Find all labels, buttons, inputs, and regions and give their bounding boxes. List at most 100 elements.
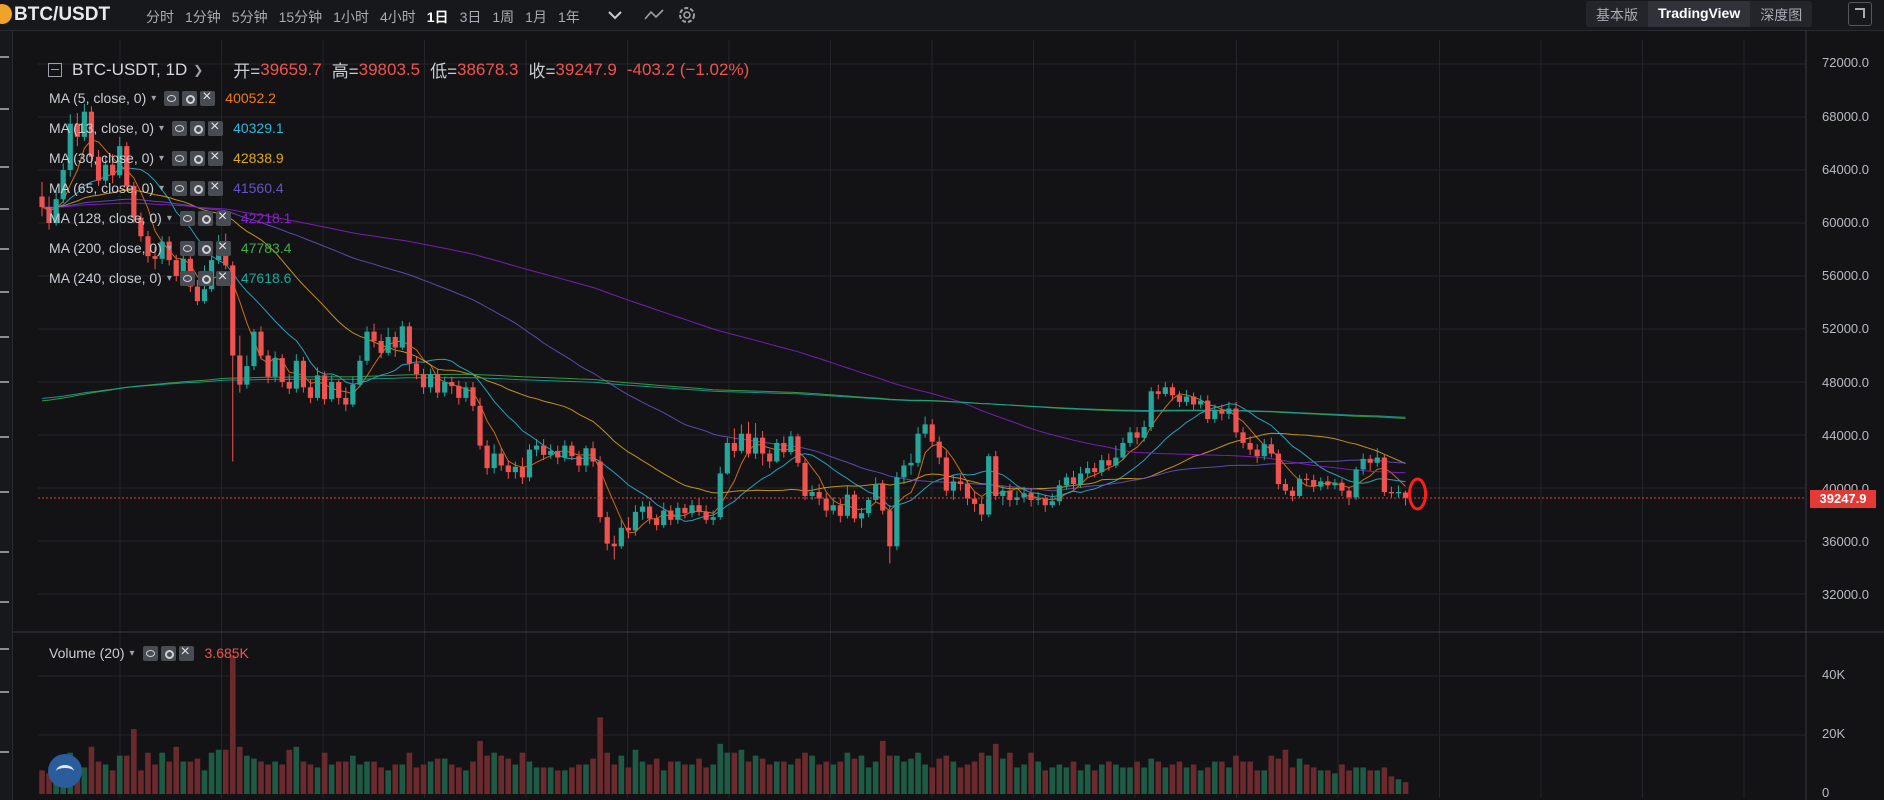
ma-indicator-row[interactable]: MA (30, close, 0) ▾ 42838.9 — [49, 148, 284, 167]
interval-tab[interactable]: 1周 — [492, 9, 515, 25]
view-basic-tab[interactable]: 基本版 — [1596, 7, 1638, 23]
gear-icon[interactable] — [190, 120, 206, 136]
close-icon[interactable] — [215, 268, 231, 286]
fullscreen-icon[interactable] — [1848, 2, 1872, 26]
interval-tab[interactable]: 3日 — [459, 9, 482, 25]
interval-tab-active[interactable]: 1日 — [426, 9, 449, 25]
volume-bar — [1282, 749, 1289, 794]
chevron-down-icon[interactable]: ▾ — [159, 152, 165, 164]
volume-bar — [682, 764, 688, 794]
pen-tool-icon[interactable] — [0, 203, 12, 217]
measure-tool-icon[interactable] — [0, 331, 12, 345]
eye-icon[interactable] — [179, 210, 195, 226]
eye-icon[interactable] — [172, 150, 188, 166]
fib-tool-icon[interactable] — [0, 161, 12, 175]
candle-body — [74, 123, 80, 137]
ma-indicator-row[interactable]: MA (13, close, 0) ▾ 40329.1 — [49, 118, 284, 137]
gear-icon[interactable] — [197, 270, 213, 286]
close-icon[interactable] — [215, 238, 231, 256]
brush-tool-icon[interactable] — [0, 243, 12, 257]
gear-icon[interactable] — [197, 210, 213, 226]
close-icon[interactable] — [200, 88, 216, 106]
chart-style-icon[interactable] — [644, 7, 664, 23]
gear-icon[interactable] — [190, 150, 206, 166]
eye-icon[interactable] — [172, 120, 188, 136]
close-icon[interactable] — [208, 178, 224, 196]
chevron-down-icon[interactable]: ▾ — [166, 242, 172, 254]
volume-bar — [597, 717, 603, 794]
close-icon[interactable] — [215, 208, 231, 226]
gear-icon[interactable] — [160, 645, 176, 661]
trash-tool-icon[interactable] — [0, 643, 12, 657]
volume-bar — [399, 764, 406, 794]
candle-body — [293, 360, 299, 389]
eye-icon[interactable] — [164, 90, 180, 106]
view-depth-tab[interactable]: 深度图 — [1760, 7, 1803, 23]
ruler-tool-icon[interactable] — [0, 431, 12, 445]
close-icon[interactable] — [208, 148, 224, 166]
ma-indicator-row[interactable]: MA (240, close, 0) ▾ 47618.6 — [49, 268, 291, 287]
interval-tab[interactable]: 1月 — [525, 9, 547, 25]
chevron-down-icon[interactable] — [606, 6, 624, 24]
tradingview-logo-icon[interactable] — [48, 754, 82, 788]
interval-tab[interactable]: 1小时 — [333, 9, 369, 25]
chevron-down-icon[interactable]: ❯ — [193, 62, 204, 77]
candle-body — [646, 506, 653, 519]
interval-tab[interactable]: 5分钟 — [231, 9, 268, 25]
collapse-legend-icon[interactable] — [48, 62, 62, 77]
magnet-tool-icon[interactable] — [0, 546, 12, 560]
gear-icon[interactable] — [197, 240, 213, 256]
eye-icon[interactable] — [172, 180, 188, 196]
chevron-down-icon[interactable]: ▾ — [129, 647, 135, 659]
ma-indicator-row[interactable]: MA (128, close, 0) ▾ 42218.1 — [49, 208, 291, 227]
volume-bar — [350, 755, 356, 794]
interval-tab[interactable]: 15分钟 — [278, 9, 323, 25]
chevron-down-icon[interactable]: ▾ — [166, 212, 172, 224]
volume-bar — [703, 767, 709, 794]
volume-bar — [540, 767, 547, 794]
volume-bar — [611, 764, 618, 794]
gear-icon[interactable] — [182, 90, 198, 106]
text-tool-icon[interactable] — [0, 376, 12, 390]
eye-icon[interactable] — [179, 270, 195, 286]
symbol-title[interactable]: BTC/USDT — [14, 4, 111, 25]
gear-icon[interactable] — [190, 180, 206, 196]
eye-icon[interactable] — [142, 645, 158, 661]
trendline-tool-icon[interactable] — [0, 103, 12, 117]
node-tool-icon[interactable] — [0, 286, 12, 300]
ma-indicator-row[interactable]: MA (65, close, 0) ▾ 41560.4 — [49, 178, 284, 197]
eye-icon[interactable] — [179, 240, 195, 256]
close-icon[interactable] — [208, 118, 224, 136]
close-icon[interactable] — [178, 643, 194, 661]
lock-tool-icon[interactable] — [0, 596, 12, 610]
interval-tab[interactable]: 4小时 — [379, 9, 416, 25]
interval-tab[interactable]: 1年 — [557, 9, 580, 25]
volume-bar — [639, 761, 646, 794]
interval-tab[interactable]: 1分钟 — [185, 9, 221, 25]
ma-indicator-row[interactable]: MA (5, close, 0) ▾ 40052.2 — [49, 88, 276, 107]
chevron-down-icon[interactable]: ▾ — [159, 182, 165, 194]
ma-indicator-row[interactable]: MA (200, close, 0) ▾ 47783.4 — [49, 238, 292, 257]
legend-symbol[interactable]: BTC-USDT, 1D — [72, 59, 188, 79]
open-value: 39659.7 — [260, 59, 322, 79]
chevron-down-icon[interactable]: ▾ — [159, 122, 165, 134]
candle-body — [364, 331, 370, 361]
hide-tool-icon[interactable] — [0, 686, 12, 700]
candle-body — [265, 355, 271, 377]
interval-tab[interactable]: 分时 — [146, 9, 174, 25]
candle-body — [1077, 473, 1084, 485]
volume-bar — [519, 752, 526, 794]
volume-bar — [448, 764, 455, 794]
gear-icon[interactable] — [676, 4, 698, 26]
chevron-down-icon[interactable]: ▾ — [151, 92, 157, 104]
crosshair-tool-icon[interactable] — [0, 51, 12, 65]
volume-bar — [1395, 779, 1402, 794]
ma-value: 47783.4 — [240, 240, 292, 256]
zoom-tool-icon[interactable] — [0, 486, 12, 500]
volume-bar — [1063, 767, 1070, 794]
view-tradingview-tab[interactable]: TradingView — [1648, 1, 1751, 27]
volume-bar — [625, 767, 632, 794]
chevron-down-icon[interactable]: ▾ — [166, 272, 172, 284]
more-tool-icon[interactable] — [0, 746, 12, 760]
candle-body — [1162, 387, 1168, 394]
